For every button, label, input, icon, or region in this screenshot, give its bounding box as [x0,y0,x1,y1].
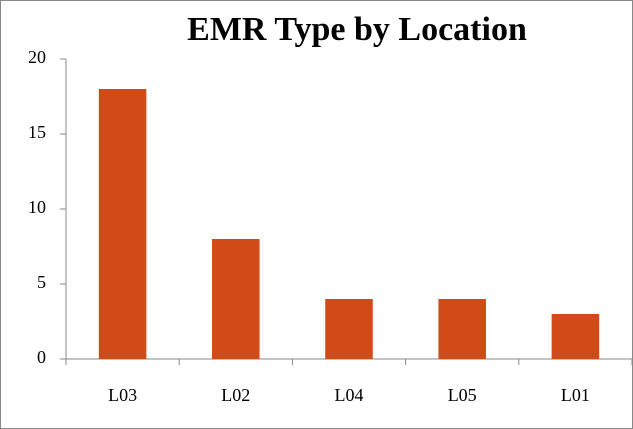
y-tick-label: 20 [28,47,46,67]
x-tick-label: L03 [108,385,137,405]
x-tick-label: L01 [561,385,590,405]
y-tick-label: 5 [37,272,46,292]
bar [325,299,373,359]
y-tick-label: 10 [28,197,46,217]
y-tick-label: 15 [28,122,46,142]
x-tick-label: L02 [221,385,250,405]
x-tick-label: L05 [448,385,477,405]
bar [551,314,600,359]
x-tick-label: L04 [335,385,364,405]
bar [438,299,486,359]
bar [98,89,147,359]
chart-title: EMR Type by Location [187,11,527,48]
y-tick-label: 0 [37,347,46,367]
bar [212,239,260,359]
